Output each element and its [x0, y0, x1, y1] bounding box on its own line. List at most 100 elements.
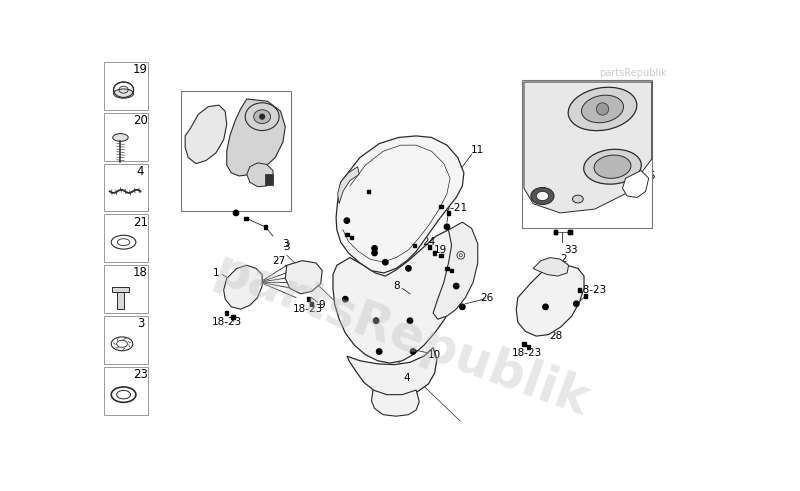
Circle shape — [574, 301, 579, 306]
Polygon shape — [333, 230, 466, 363]
Bar — [554, 230, 558, 234]
Bar — [522, 342, 526, 346]
Bar — [366, 190, 370, 193]
Circle shape — [406, 266, 411, 271]
Text: 14: 14 — [257, 145, 270, 155]
Circle shape — [372, 250, 378, 256]
Bar — [345, 233, 349, 236]
Bar — [118, 292, 123, 309]
Bar — [433, 251, 436, 255]
Ellipse shape — [111, 337, 133, 351]
Text: 24: 24 — [342, 223, 355, 233]
Ellipse shape — [117, 340, 127, 347]
Polygon shape — [226, 99, 286, 176]
Bar — [427, 245, 431, 248]
Text: 9: 9 — [318, 300, 325, 310]
Bar — [103, 62, 148, 110]
Bar — [103, 265, 148, 313]
Bar — [103, 164, 148, 212]
Ellipse shape — [594, 155, 631, 178]
Bar — [244, 217, 248, 220]
Bar — [527, 345, 530, 349]
Ellipse shape — [118, 239, 130, 246]
Text: 23: 23 — [133, 368, 148, 381]
Circle shape — [342, 297, 348, 302]
Text: 20-21: 20-21 — [438, 203, 467, 213]
Text: 8: 8 — [393, 281, 399, 291]
Text: 20: 20 — [133, 114, 148, 127]
Text: partsRepublik: partsRepublik — [599, 68, 667, 78]
Text: 22: 22 — [582, 202, 595, 212]
Bar — [266, 174, 273, 185]
Text: 5: 5 — [648, 171, 654, 181]
Polygon shape — [336, 136, 464, 273]
Text: 18-23: 18-23 — [212, 317, 242, 327]
Text: 29: 29 — [356, 237, 369, 247]
Text: 3: 3 — [282, 239, 289, 249]
Text: 13: 13 — [263, 102, 277, 111]
Bar — [350, 236, 354, 239]
Circle shape — [410, 349, 416, 354]
Circle shape — [234, 210, 238, 216]
Polygon shape — [622, 170, 649, 197]
Text: 19: 19 — [434, 245, 447, 255]
Polygon shape — [185, 105, 226, 164]
Bar — [446, 267, 449, 270]
Text: 2: 2 — [561, 254, 567, 264]
Ellipse shape — [117, 390, 130, 399]
Bar — [446, 211, 450, 215]
Polygon shape — [338, 167, 359, 204]
Ellipse shape — [573, 195, 583, 203]
Bar — [182, 91, 291, 211]
Ellipse shape — [531, 188, 554, 204]
Circle shape — [460, 304, 465, 309]
Text: 15: 15 — [195, 135, 209, 145]
Text: 3: 3 — [283, 242, 290, 252]
Circle shape — [454, 283, 459, 289]
Bar — [439, 253, 442, 257]
Bar — [413, 244, 416, 247]
Polygon shape — [371, 390, 419, 416]
Bar — [263, 225, 267, 228]
Ellipse shape — [246, 103, 279, 131]
Bar — [225, 311, 229, 315]
Text: 21: 21 — [133, 216, 148, 229]
Text: 3: 3 — [570, 245, 577, 255]
Bar — [310, 302, 313, 305]
Ellipse shape — [111, 235, 136, 249]
Ellipse shape — [536, 191, 549, 201]
Ellipse shape — [582, 95, 623, 123]
Circle shape — [382, 260, 388, 265]
Text: 27: 27 — [273, 256, 286, 266]
Text: 20-21: 20-21 — [350, 177, 381, 187]
Polygon shape — [246, 163, 273, 187]
Polygon shape — [286, 261, 322, 294]
Ellipse shape — [254, 110, 270, 124]
Text: 19: 19 — [133, 63, 148, 76]
Text: 18-23: 18-23 — [512, 348, 542, 358]
Text: 25: 25 — [373, 251, 386, 261]
Bar — [554, 230, 558, 234]
Polygon shape — [433, 222, 478, 319]
Text: 3: 3 — [137, 317, 144, 330]
Ellipse shape — [584, 149, 642, 184]
Circle shape — [407, 318, 413, 324]
Bar — [522, 81, 652, 228]
Polygon shape — [224, 265, 262, 309]
Text: partsRepublik: partsRepublik — [208, 246, 596, 426]
Text: 18-23: 18-23 — [577, 285, 607, 295]
Text: 1: 1 — [213, 268, 219, 278]
Text: 18-23: 18-23 — [294, 304, 323, 314]
Bar — [103, 215, 148, 262]
Circle shape — [444, 224, 450, 229]
Circle shape — [372, 246, 378, 251]
Bar — [584, 294, 587, 298]
Bar — [578, 288, 581, 292]
Bar — [439, 205, 442, 209]
Polygon shape — [347, 348, 437, 396]
Polygon shape — [516, 265, 584, 336]
Bar — [450, 269, 454, 273]
Text: 17: 17 — [639, 140, 652, 150]
Text: 10: 10 — [428, 351, 442, 360]
Bar — [231, 315, 234, 319]
